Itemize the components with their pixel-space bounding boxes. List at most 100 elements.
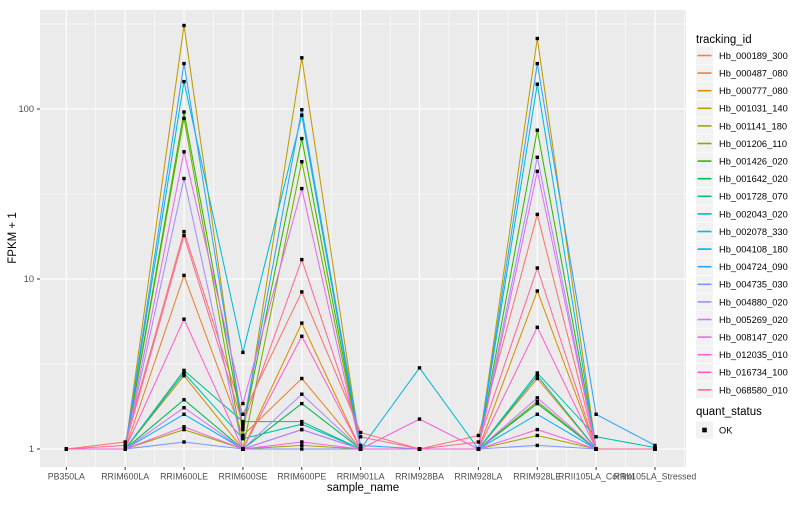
data-point bbox=[241, 433, 245, 438]
data-point bbox=[300, 427, 304, 432]
data-point bbox=[535, 325, 539, 329]
legend-title-quant-status: quant_status bbox=[696, 406, 762, 418]
x-tick-label: RRII105LA_Stressed bbox=[614, 472, 697, 482]
y-axis-title: FPKM + 1 bbox=[7, 212, 19, 263]
data-point bbox=[300, 136, 304, 141]
data-point bbox=[182, 23, 186, 28]
data-point bbox=[300, 334, 304, 338]
data-point bbox=[123, 440, 127, 444]
data-point bbox=[535, 396, 539, 400]
legend-label: Hb_002043_020 bbox=[719, 209, 788, 219]
x-tick-label: RRIM600PE bbox=[277, 472, 326, 482]
data-point bbox=[358, 430, 363, 435]
y-tick-label: 10 bbox=[24, 274, 34, 284]
x-tick-label: RRIM600LA bbox=[101, 472, 149, 482]
data-point bbox=[300, 257, 304, 262]
data-point bbox=[535, 36, 539, 41]
data-point bbox=[300, 419, 304, 424]
legend-tracking-id: Hb_000189_300 Hb_000487_080 Hb_000777_080 H… bbox=[696, 47, 788, 399]
data-point bbox=[300, 422, 304, 426]
data-point bbox=[300, 376, 304, 381]
legend-label: Hb_000189_300 bbox=[719, 51, 788, 61]
legend-label: Hb_008147_020 bbox=[719, 333, 788, 343]
data-point bbox=[300, 56, 304, 60]
data-point bbox=[300, 440, 304, 444]
data-point bbox=[182, 116, 186, 121]
x-tick-label: RRII105LA_Control bbox=[558, 472, 634, 482]
legend-label: Hb_001642_020 bbox=[719, 174, 788, 184]
data-point bbox=[182, 374, 186, 378]
legend-label: Hb_001426_020 bbox=[719, 157, 788, 167]
legend-label: OK bbox=[719, 425, 733, 435]
legend-label: Hb_002078_330 bbox=[719, 227, 788, 237]
data-point bbox=[64, 447, 68, 451]
legend-label: Hb_004880_020 bbox=[719, 297, 788, 307]
data-point bbox=[300, 443, 304, 448]
legend-label: Hb_005269_020 bbox=[719, 315, 788, 325]
data-point bbox=[594, 412, 598, 416]
legend-label: Hb_001141_180 bbox=[719, 121, 787, 131]
data-point bbox=[535, 155, 539, 159]
data-point bbox=[535, 401, 539, 406]
data-point bbox=[653, 443, 657, 448]
data-point bbox=[123, 447, 127, 451]
legend-label: Hb_000487_080 bbox=[719, 69, 788, 79]
x-axis-title: sample_name bbox=[327, 482, 399, 494]
data-point bbox=[535, 266, 539, 270]
data-point bbox=[417, 366, 422, 370]
legend-label: Hb_004735_030 bbox=[719, 280, 788, 290]
data-point bbox=[241, 447, 245, 451]
data-point bbox=[535, 374, 539, 378]
x-tick-label: RRIM928LA bbox=[454, 472, 502, 482]
data-point bbox=[476, 433, 481, 438]
data-point bbox=[594, 447, 598, 451]
data-point bbox=[417, 447, 422, 451]
data-point bbox=[241, 401, 245, 406]
data-point bbox=[182, 368, 186, 373]
axis-ticks bbox=[37, 108, 656, 470]
data-point bbox=[535, 128, 539, 132]
data-point bbox=[182, 371, 186, 375]
data-point bbox=[182, 176, 186, 181]
data-point bbox=[182, 398, 186, 402]
x-tick-label: RRIM901LA bbox=[337, 472, 385, 482]
data-point bbox=[182, 79, 186, 84]
x-axis-tick-labels: PB350LA RRIM600LA RRIM600LE RRIM600SE RRIM60… bbox=[48, 472, 697, 482]
data-point bbox=[300, 321, 304, 325]
data-point bbox=[476, 440, 481, 444]
legend-label: Hb_001031_140 bbox=[719, 104, 788, 114]
data-point bbox=[358, 443, 363, 448]
data-point bbox=[535, 61, 539, 66]
data-point bbox=[594, 435, 598, 439]
y-tick-label: 1 bbox=[29, 444, 34, 454]
x-tick-label: RRIM600LE bbox=[160, 472, 208, 482]
data-point bbox=[300, 160, 304, 164]
legend-label: Hb_068580_010 bbox=[719, 385, 788, 395]
y-tick-label: 100 bbox=[18, 104, 34, 114]
data-point bbox=[535, 212, 539, 217]
data-points bbox=[64, 23, 657, 451]
data-point bbox=[476, 447, 481, 451]
data-point bbox=[182, 440, 186, 444]
data-point bbox=[535, 289, 539, 293]
data-point bbox=[535, 376, 539, 381]
data-point bbox=[417, 417, 422, 421]
data-point bbox=[182, 406, 186, 410]
data-point bbox=[535, 427, 539, 432]
x-tick-label: RRIM600SE bbox=[218, 472, 267, 482]
data-point bbox=[535, 82, 539, 86]
legend-label: Hb_004724_090 bbox=[719, 262, 788, 272]
data-point bbox=[535, 399, 539, 404]
data-point bbox=[182, 412, 186, 416]
plot-panel bbox=[40, 10, 686, 467]
data-point bbox=[241, 427, 245, 432]
data-point bbox=[241, 425, 245, 429]
data-point bbox=[535, 443, 539, 448]
data-point bbox=[653, 447, 657, 451]
data-point bbox=[535, 433, 539, 438]
data-point bbox=[182, 61, 186, 66]
data-point bbox=[241, 412, 245, 416]
data-point bbox=[300, 113, 304, 117]
